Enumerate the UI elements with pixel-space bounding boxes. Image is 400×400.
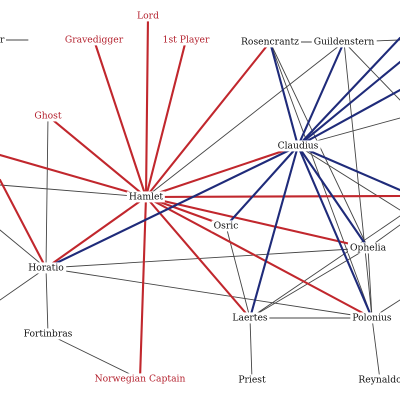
edge-claudius-rosencrantz [268, 40, 300, 148]
node-claudius: Claudius [275, 140, 321, 152]
edge-polonius-ophelia [367, 247, 373, 319]
edge-laertes-offscreen_right_10 [249, 215, 400, 319]
node-guildenstern: Guildenstern [311, 36, 377, 48]
edge-guildenstern-offscreen_right_7 [343, 41, 400, 101]
edge-hamlet-laertes [144, 195, 252, 320]
edge-horatio-polonius [45, 267, 373, 319]
node-r: r [0, 34, 7, 46]
node-ghost: Ghost [32, 110, 64, 122]
node-lord: Lord [135, 10, 161, 22]
edge-horatio-fortinbras [45, 267, 49, 335]
node-first-player: 1st Player [160, 34, 212, 46]
edge-hamlet-horatio [44, 195, 148, 270]
edge-hamlet-rosencrantz [144, 40, 272, 199]
edge-horatio-ghost [45, 115, 49, 269]
edge-polonius-reynaldo [371, 317, 381, 381]
edge-horatio-offscreen_left_3 [0, 178, 48, 270]
node-reynaldo: Reynaldo [356, 374, 400, 386]
node-polonius: Polonius [350, 312, 394, 324]
node-ophelia: Ophelia [347, 242, 389, 254]
edge-claudius-laertes [248, 144, 300, 320]
edge-hamlet-offscreen_left_2 [0, 184, 147, 198]
edge-claudius-offscreen_right_4 [296, 88, 400, 148]
edge-horatio-ophelia [45, 247, 369, 269]
edge-guildenstern-polonius [343, 41, 373, 319]
edge-claudius-offscreen_right_3 [296, 60, 400, 148]
edge-hamlet-ophelia [144, 195, 370, 250]
edge-fortinbras-norwegian_captain [47, 333, 141, 380]
edge-claudius-osric [224, 144, 300, 228]
edge-hamlet-offscreen_left_1 [0, 153, 148, 199]
node-osric: Osric [211, 220, 241, 232]
edge-claudius-offscreen_right_9 [297, 145, 400, 211]
edge-claudius-offscreen_right_5 [296, 144, 400, 192]
edge-hamlet-guildenstern [145, 41, 345, 198]
edge-claudius-guildenstern [296, 40, 346, 148]
node-priest: Priest [236, 374, 268, 386]
edge-claudius-ophelia [296, 144, 370, 250]
edge-claudius-polonius [296, 144, 374, 320]
node-fortinbras: Fortinbras [21, 328, 75, 340]
edge-claudius-offscreen_right_2 [296, 36, 400, 148]
edge-hamlet-claudius [144, 144, 300, 199]
edge-laertes-ophelia [249, 247, 369, 319]
node-norwegian-captain: Norwegian Captain [92, 373, 188, 385]
node-laertes: Laertes [230, 312, 270, 324]
edge-laertes-priest [249, 317, 253, 381]
edge-hamlet-ghost [46, 114, 148, 199]
edge-hamlet-norwegian_captain [138, 195, 148, 381]
edge-hamlet-first_player [144, 38, 188, 199]
edge-hamlet-polonius [144, 195, 374, 320]
edge-hamlet-offscreen_right_1 [144, 194, 400, 199]
node-horatio: Horatio [26, 262, 66, 274]
edge-hamlet-lord [144, 14, 150, 199]
edge-claudius-horatio [44, 144, 300, 270]
edge-horatio-offscreen_left_4 [0, 229, 47, 269]
node-rosencrantz: Rosencrantz [239, 36, 301, 48]
node-hamlet: Hamlet [126, 191, 166, 203]
edge-hamlet-gravedigger [92, 38, 148, 199]
node-gravedigger: Gravedigger [62, 34, 126, 46]
